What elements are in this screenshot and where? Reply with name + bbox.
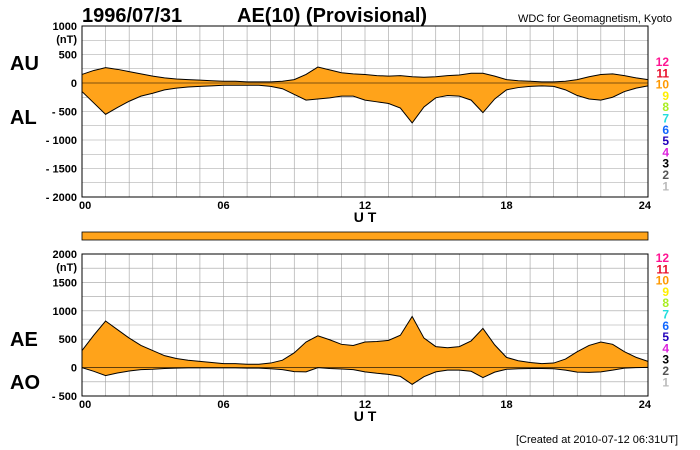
x-tick-label: 18 (500, 399, 512, 411)
au-al-panel: 1000 500 0 - 500 - 1000 - 1500 - 2000 (nT) 00 06 1… (10, 21, 652, 225)
series-band-fill (82, 67, 648, 123)
y-unit-label: (nT) (56, 262, 77, 274)
y-unit-label: (nT) (56, 34, 77, 46)
x-axis-label: U T (354, 209, 377, 225)
legend-item: 11 (656, 262, 669, 276)
y-tick-label: 0 (71, 363, 77, 375)
legend-item: 11 (656, 66, 669, 80)
legend-item: 2 (662, 168, 669, 182)
plot-frame (81, 25, 649, 198)
legend-item: 10 (656, 274, 670, 288)
ae-ao-panel: 2000 1500 1000 500 0 - 500 (nT) 00 06 12 18 24 U T AE… (10, 249, 652, 424)
legend-item: 5 (662, 134, 669, 148)
legend-item: 9 (662, 89, 669, 103)
series-line-ao (81, 366, 649, 385)
panel-label-au: AU (10, 53, 39, 75)
legend-item: 3 (662, 353, 669, 367)
y-tick-label: 1000 (53, 306, 77, 318)
x-tick-label: 12 (359, 399, 371, 411)
y-tick-label: - 500 (52, 391, 77, 403)
panel-label-ao: AO (10, 372, 40, 394)
x-axis-label: U T (354, 408, 377, 424)
y-tick-label: - 2000 (46, 192, 77, 204)
legend-item: 7 (662, 308, 669, 322)
series-line-au (81, 66, 649, 83)
legend-item: 10 (656, 78, 670, 92)
series-line-al (81, 84, 649, 124)
x-tick-label: 06 (217, 399, 229, 411)
x-tick-label: 06 (217, 200, 229, 212)
y-tick-label: - 500 (52, 107, 77, 119)
legend-item: 12 (656, 251, 670, 265)
legend-item: 4 (662, 145, 669, 159)
plot-frame (81, 253, 649, 397)
x-tick-label: 12 (359, 200, 371, 212)
legend-item: 8 (662, 100, 669, 114)
data-status-bar (81, 231, 649, 241)
x-tick-label: 24 (639, 399, 652, 411)
series-line-ae (81, 315, 649, 365)
legend-item: 3 (662, 157, 669, 171)
legend-item: 1 (662, 179, 669, 193)
y-tick-label: - 1000 (46, 135, 77, 147)
legend-item: 1 (662, 375, 669, 389)
y-tick-label: 1500 (53, 277, 77, 289)
legend-item: 12 (656, 55, 670, 69)
plot-title: AE(10) (Provisional) (237, 5, 427, 27)
y-tick-label: 2000 (53, 249, 77, 261)
panel-label-ae: AE (10, 329, 38, 351)
y-tick-label: 0 (71, 78, 77, 90)
x-tick-label: 00 (79, 399, 91, 411)
legend-item: 5 (662, 330, 669, 344)
panel-label-al: AL (10, 107, 37, 129)
legend-item: 6 (662, 123, 669, 137)
legend-item: 4 (662, 341, 669, 355)
x-tick-label: 24 (639, 200, 652, 212)
legend-item: 8 (662, 296, 669, 310)
y-tick-label: - 1500 (46, 164, 77, 176)
organization-label: WDC for Geomagnetism, Kyoto (518, 13, 672, 25)
legend-item: 2 (662, 364, 669, 378)
plot-date: 1996/07/31 (82, 5, 182, 27)
y-tick-label: 500 (59, 334, 77, 346)
x-tick-label: 18 (500, 200, 512, 212)
created-timestamp: [Created at 2010-07-12 06:31UT] (516, 434, 678, 446)
legend-item: 7 (662, 112, 669, 126)
x-tick-label: 00 (79, 200, 91, 212)
y-tick-label: 1000 (53, 21, 77, 33)
legend-item: 6 (662, 319, 669, 333)
y-tick-label: 500 (59, 50, 77, 62)
legend-item: 9 (662, 285, 669, 299)
